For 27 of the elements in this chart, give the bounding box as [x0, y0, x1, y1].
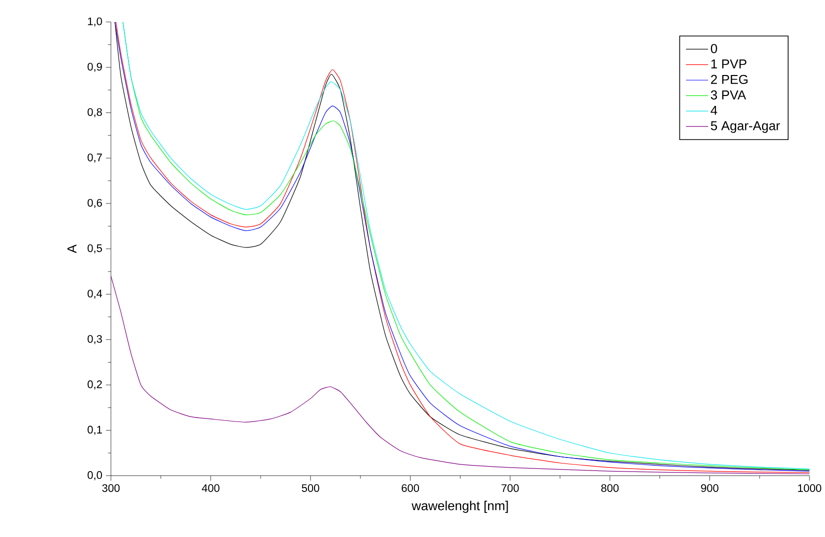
- legend-label: 0: [710, 44, 718, 54]
- x-tick-label: 700: [502, 484, 519, 492]
- y-tick-label: 0,6: [88, 199, 102, 208]
- y-tick-label: 0,9: [88, 63, 102, 72]
- x-tick-label: 800: [601, 484, 619, 492]
- legend-label: 4: [710, 106, 718, 115]
- legend-label: 1 PVP: [711, 60, 746, 69]
- y-tick-label: 0,3: [88, 335, 102, 344]
- x-tick-label: 500: [302, 484, 320, 492]
- y-tick-label: 0,4: [88, 290, 102, 299]
- y-tick-label: 0,0: [88, 471, 102, 480]
- y-tick-label: 0,7: [88, 154, 102, 163]
- legend-label: 2 PEG: [711, 75, 748, 84]
- y-tick-label: 0,8: [88, 108, 102, 118]
- y-axis-title: A: [67, 244, 76, 254]
- legend-label: 5 Agar-Agar: [710, 121, 780, 134]
- x-tick-label: 300: [102, 484, 120, 492]
- y-tick-label: 0,2: [88, 380, 102, 390]
- x-tick-label: 900: [701, 484, 718, 492]
- x-tick-label: 400: [202, 484, 220, 492]
- y-tick-label: 1,0: [88, 18, 102, 27]
- x-tick-label: 600: [402, 484, 420, 492]
- legend-label: 3 PVA: [710, 90, 746, 100]
- x-tick-label: 1000: [798, 484, 822, 492]
- x-axis-title: wawelenght [nm]: [412, 500, 508, 514]
- y-tick-label: 0,1: [88, 426, 102, 436]
- y-tick-label: 0,5: [88, 244, 102, 254]
